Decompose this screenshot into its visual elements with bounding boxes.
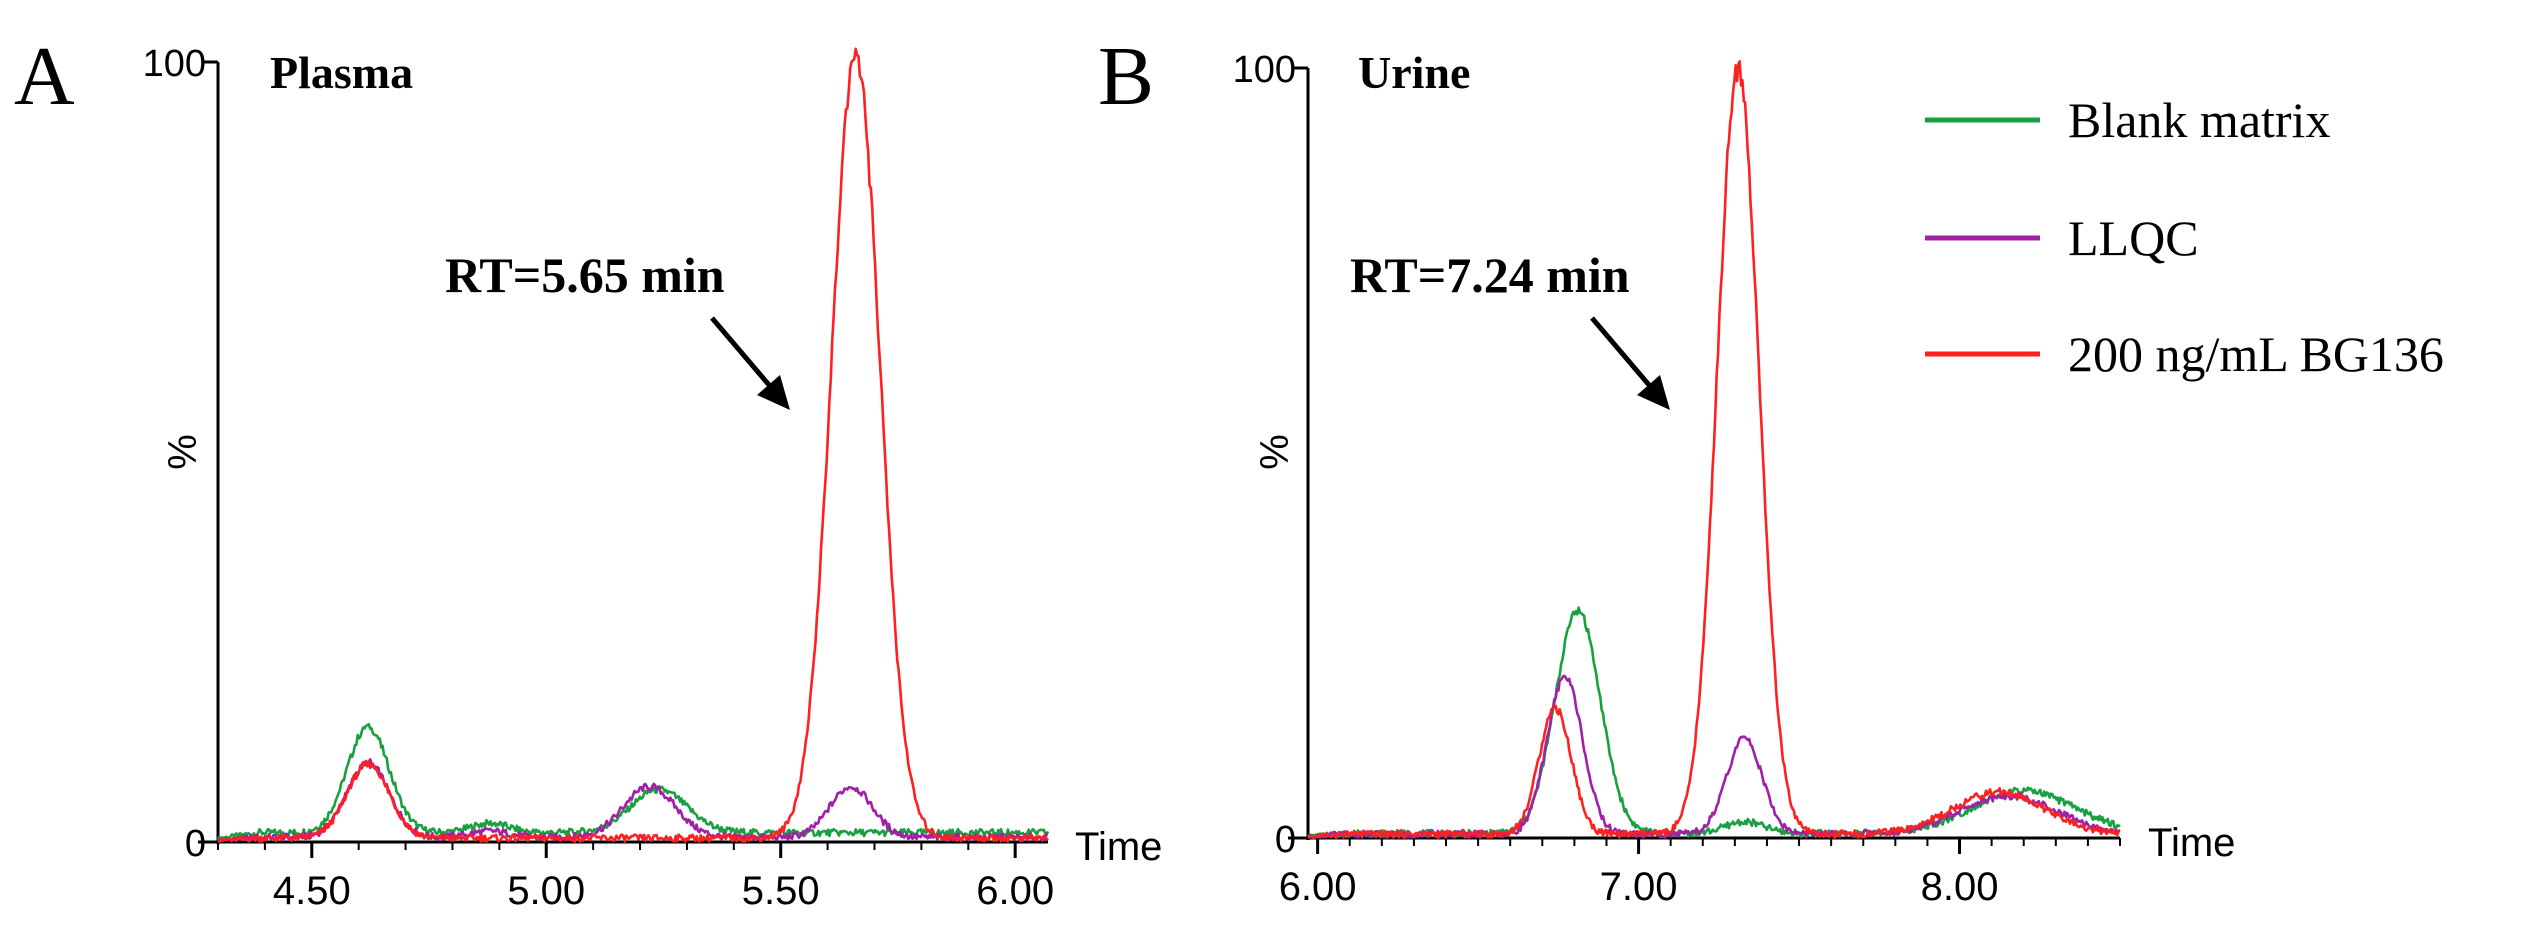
panel-a-title: Plasma [270,47,413,98]
panel-a-arrow [710,316,790,410]
series-200-ng-ml-bg136-line [1306,60,2121,839]
legend-label-llqc: LLQC [2068,210,2199,266]
panel-b-rt-annotation: RT=7.24 min [1350,247,1630,303]
legend-label-blank-matrix: Blank matrix [2068,92,2330,148]
panel-a-letter: A [14,30,75,123]
y-tick-label: 100 [1233,49,1296,91]
panel-b-ylabel: % [1253,434,1297,470]
x-tick-label: 5.00 [507,869,585,913]
panel-a-rt-annotation: RT=5.65 min [445,247,725,303]
x-tick-label: 6.00 [1279,865,1357,909]
legend: Blank matrix LLQC 200 ng/mL BG136 [1925,92,2444,382]
x-tick-label: 4.50 [273,869,351,913]
panel-a-ylabel: % [161,434,205,470]
x-tick-label: 7.00 [1600,865,1678,909]
panel-b-title: Urine [1358,47,1470,98]
y-tick-label: 0 [1275,819,1296,861]
y-tick-label: 100 [143,43,206,85]
panel-b-plot: 6.00 7.00 8.00 0 100 [1233,49,2121,909]
x-tick-label: 6.00 [976,869,1054,913]
series-llqc-line [216,758,1049,843]
panel-b-letter: B [1098,30,1154,123]
legend-label-bg136: 200 ng/mL BG136 [2068,326,2444,382]
panel-b-xlabel: Time [2148,821,2235,865]
x-tick-label: 5.50 [742,869,820,913]
series-llqc-line [1306,674,2121,840]
x-tick-label: 8.00 [1921,865,1999,909]
series-200-ng-ml-bg136-line [217,47,1049,844]
series-blank-matrix-line [216,722,1050,841]
y-tick-label: 0 [185,823,206,865]
panel-a-plot: 4.50 5.00 5.50 6.00 0 100 [143,43,1055,913]
panel-b-arrow [1590,316,1670,410]
panel-a-xlabel: Time [1075,825,1162,869]
series-blank-matrix-line [1308,606,2121,839]
